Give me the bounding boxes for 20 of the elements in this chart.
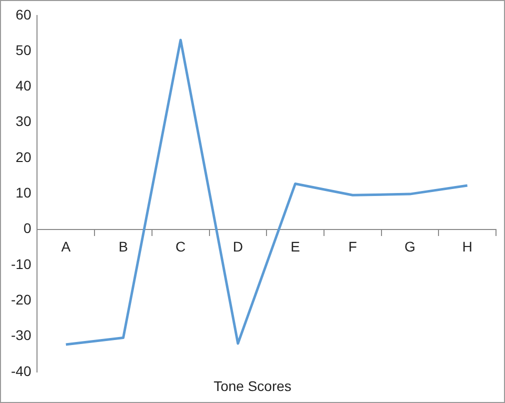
- x-tick-label: D: [232, 238, 244, 255]
- x-tick-label: A: [61, 238, 72, 255]
- y-tick-label: 60: [16, 6, 32, 22]
- x-axis-title: Tone Scores: [212, 378, 292, 394]
- x-tick-label: G: [404, 238, 416, 255]
- y-tick-label: 20: [16, 148, 32, 165]
- x-tick-label: F: [348, 238, 357, 255]
- y-tick-label: -40: [11, 362, 32, 379]
- y-tick-label: -20: [11, 292, 32, 308]
- y-tick-label: 10: [16, 184, 32, 201]
- y-tick-label: 50: [16, 42, 32, 58]
- x-tick-label: E: [290, 238, 300, 255]
- y-tick-label: -10: [11, 256, 32, 272]
- y-tick-label: 30: [16, 113, 32, 130]
- x-tick-label: H: [462, 238, 472, 255]
- y-tick-label: 0: [23, 220, 32, 236]
- y-tick-label: -30: [11, 327, 32, 344]
- y-tick-label: 40: [16, 78, 32, 94]
- x-tick-label: C: [176, 238, 186, 255]
- x-tick-label: B: [118, 238, 128, 255]
